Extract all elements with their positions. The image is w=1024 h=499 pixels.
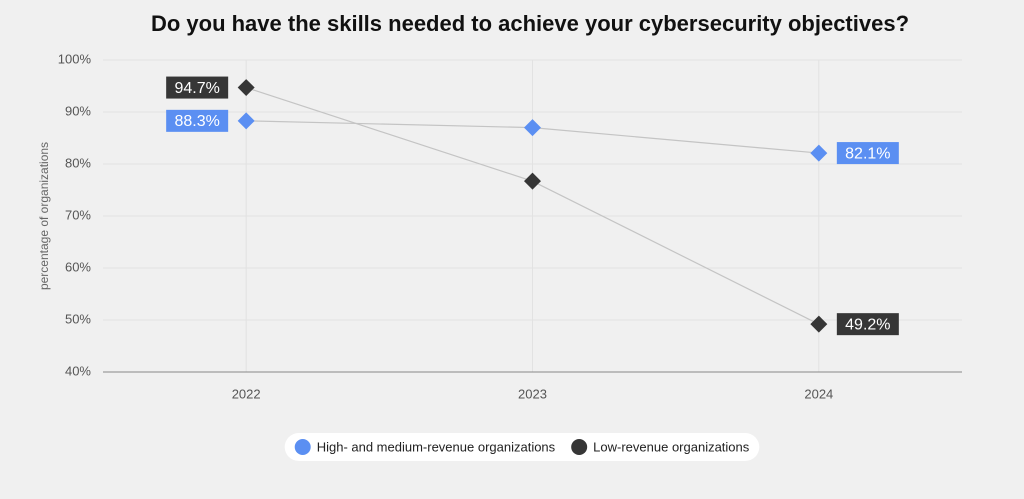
value-label: 49.2% [845,316,890,333]
data-point [810,315,828,333]
legend-marker [294,439,311,455]
value-label-box [836,142,899,165]
x-tick-label: 2024 [804,386,833,401]
value-label: 88.3% [174,113,219,130]
value-label-box [166,109,229,132]
data-point [810,144,828,162]
y-tick-label: 40% [65,363,91,378]
y-tick-label: 80% [65,155,91,170]
y-axis-label: percentage of organizations [37,142,51,290]
value-label-box [166,76,229,99]
y-tick-label: 90% [65,103,91,118]
chart-title: Do you have the skills needed to achieve… [151,11,909,36]
x-tick-label: 2023 [518,386,547,401]
y-tick-label: 60% [65,259,91,274]
y-tick-label: 50% [65,311,91,326]
data-point [524,172,541,190]
legend-box [284,433,760,461]
value-label-box [836,313,899,336]
data-point [524,119,541,137]
value-label: 94.7% [174,80,219,97]
legend-label: Low-revenue organizations [593,439,750,454]
legend: High- and medium-revenue organizations Lo… [284,433,760,461]
y-tick-label: 100% [58,51,92,66]
data-point [237,79,255,97]
data-point [237,112,255,130]
legend-marker [571,439,588,455]
legend-label: High- and medium-revenue organizations [317,439,556,454]
x-tick-label: 2022 [232,386,261,401]
value-label: 82.1% [845,145,890,162]
y-tick-label: 70% [65,207,91,222]
